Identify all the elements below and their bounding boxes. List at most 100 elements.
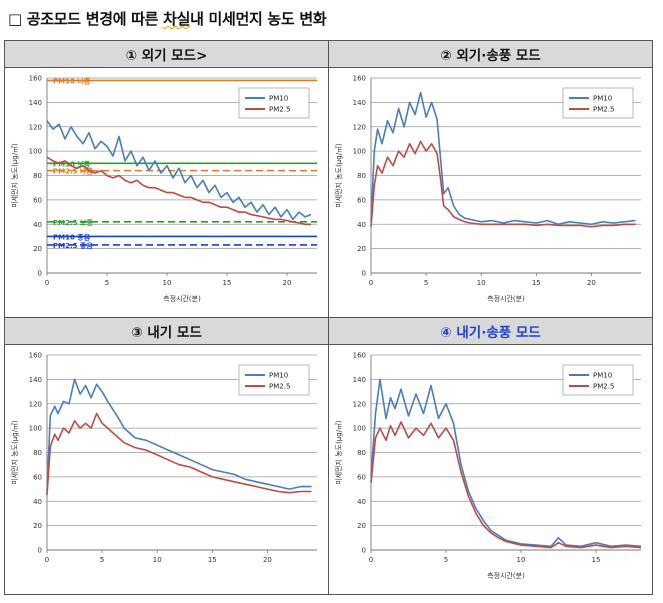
y-tick-label: 40 xyxy=(33,498,42,506)
y-tick-label: 0 xyxy=(362,270,366,278)
chart-outdoor-mode: 0 20 40 60 80 100 120 140 160 0 5 10 15 20 측정시간(분) 미세먼지… xyxy=(10,75,317,303)
y-tick-label: 100 xyxy=(353,148,366,156)
y-tick-label: 40 xyxy=(33,221,42,229)
y-tick-label: 80 xyxy=(357,449,366,457)
x-axis-label: 측정시간(분) xyxy=(487,571,525,580)
legend-box xyxy=(238,365,310,396)
reference-line-label: PM10 보통 xyxy=(53,160,91,169)
x-tick-label: 15 xyxy=(592,556,601,564)
reference-line-label: PM10 좋음 xyxy=(53,233,91,242)
x-tick-label: 20 xyxy=(587,279,596,287)
legend-box xyxy=(562,88,634,119)
y-tick-label: 100 xyxy=(29,148,42,156)
x-tick-label: 10 xyxy=(163,279,172,287)
panel-3-header: ③ 내기 모드 xyxy=(4,316,329,346)
y-tick-label: 160 xyxy=(29,75,42,83)
x-tick-label: 0 xyxy=(45,556,49,564)
x-tick-label: 15 xyxy=(208,556,217,564)
panel-1-header: ① 외기 모드> xyxy=(4,39,329,69)
y-tick-label: 60 xyxy=(33,474,42,482)
panel-2-cell: 0 20 40 60 80 100 120 140 160 0 5 10 15 20 측정시간(분) 미세먼지… xyxy=(328,67,653,318)
y-tick-label: 120 xyxy=(353,124,366,132)
y-tick-label: 40 xyxy=(357,221,366,229)
x-tick-label: 10 xyxy=(153,556,162,564)
y-axis-label: 미세먼지 농도(μg/㎥) xyxy=(334,143,343,208)
y-tick-label: 160 xyxy=(353,352,366,360)
series-line-pm10 xyxy=(46,379,312,493)
y-tick-label: 60 xyxy=(33,197,42,205)
panel-1-cell: 0 20 40 60 80 100 120 140 160 0 5 10 15 20 측정시간(분) 미세먼지… xyxy=(4,67,329,318)
panel-4-header: ④ 내기·송풍 모드 xyxy=(328,316,653,346)
y-tick-label: 40 xyxy=(357,498,366,506)
y-tick-label: 140 xyxy=(29,376,42,384)
series-line-pm10 xyxy=(46,120,312,221)
x-tick-label: 10 xyxy=(477,279,486,287)
x-tick-label: 0 xyxy=(369,556,373,564)
x-tick-label: 10 xyxy=(517,556,526,564)
y-axis-label: 미세먼지 농도(μg/㎥) xyxy=(10,143,19,208)
title-prefix: □ 공조모드 변경에 따른 xyxy=(8,10,164,28)
x-tick-label: 20 xyxy=(283,279,292,287)
y-tick-label: 120 xyxy=(353,401,366,409)
x-tick-label: 15 xyxy=(223,279,232,287)
y-tick-label: 80 xyxy=(33,172,42,180)
reference-line-label: PM2.5 보통 xyxy=(53,218,93,227)
y-tick-label: 0 xyxy=(38,270,42,278)
x-tick-label: 5 xyxy=(444,556,448,564)
series-line-pm25 xyxy=(46,157,311,226)
y-tick-label: 100 xyxy=(29,425,42,433)
series-line-pm25 xyxy=(370,421,642,549)
chart-recirculation-mode: 0 20 40 60 80 100 120 140 160 0 5 10 15 20 미세먼지 농도(μg/… xyxy=(10,352,317,564)
x-axis-label: 측정시간(분) xyxy=(163,294,201,303)
y-tick-label: 0 xyxy=(362,547,366,555)
y-tick-label: 80 xyxy=(33,449,42,457)
series-line-pm25 xyxy=(370,141,636,228)
x-tick-label: 0 xyxy=(369,279,373,287)
chart-outdoor-fan-mode: 0 20 40 60 80 100 120 140 160 0 5 10 15 20 측정시간(분) 미세먼지… xyxy=(334,75,641,303)
x-tick-label: 15 xyxy=(532,279,541,287)
x-tick-label: 5 xyxy=(100,556,104,564)
y-tick-label: 20 xyxy=(33,246,42,254)
y-tick-label: 100 xyxy=(353,425,366,433)
reference-line-label: PM10 나쁨 xyxy=(53,77,91,86)
y-tick-label: 140 xyxy=(353,99,366,107)
legend-label: PM2.5 xyxy=(593,383,614,391)
reference-line-label: PM2.5 좋음 xyxy=(53,241,93,250)
reference-line-label: PM2.5 나쁨 xyxy=(53,167,93,176)
y-tick-label: 160 xyxy=(29,352,42,360)
legend-box xyxy=(238,88,310,119)
legend-label: PM2.5 xyxy=(593,106,614,114)
y-tick-label: 20 xyxy=(357,246,366,254)
legend-label: PM10 xyxy=(269,95,288,103)
y-tick-label: 60 xyxy=(357,197,366,205)
y-axis-label: 미세먼지 농도(μg/㎥) xyxy=(10,420,19,485)
panel-4-cell: 0 20 40 60 80 100 120 140 160 0 5 10 15 측정시간(분) 미세먼지 농… xyxy=(328,344,653,595)
y-tick-label: 60 xyxy=(357,474,366,482)
chart-recirculation-fan-mode: 0 20 40 60 80 100 120 140 160 0 5 10 15 측정시간(분) 미세먼지 농… xyxy=(334,352,642,580)
x-tick-label: 20 xyxy=(263,556,272,564)
legend-box xyxy=(562,365,634,396)
y-tick-label: 160 xyxy=(353,75,366,83)
legend-label: PM2.5 xyxy=(269,383,290,391)
chart-grid: ① 외기 모드> ② 외기·송풍 모드 0 20 40 60 80 100 120 140 16… xyxy=(4,39,653,595)
series-line-pm10 xyxy=(370,379,642,548)
x-axis-label: 측정시간(분) xyxy=(487,294,525,303)
page-title: □ 공조모드 변경에 따른 차실내 미세먼지 농도 변화 xyxy=(8,8,327,29)
y-tick-label: 120 xyxy=(29,401,42,409)
x-tick-label: 5 xyxy=(424,279,428,287)
legend-label: PM10 xyxy=(269,372,288,380)
legend-label: PM10 xyxy=(593,372,612,380)
y-axis-label: 미세먼지 농도(μg/㎥) xyxy=(334,420,343,485)
legend-label: PM2.5 xyxy=(269,106,290,114)
y-tick-label: 140 xyxy=(353,376,366,384)
y-tick-label: 0 xyxy=(38,547,42,555)
title-underlined-word: 차실 xyxy=(163,10,191,28)
x-tick-label: 0 xyxy=(45,279,49,287)
title-suffix: 내 미세먼지 농도 변화 xyxy=(190,10,327,28)
y-tick-label: 80 xyxy=(357,172,366,180)
y-tick-label: 120 xyxy=(29,124,42,132)
y-tick-label: 20 xyxy=(357,523,366,531)
series-line-pm10 xyxy=(370,92,636,226)
y-tick-label: 20 xyxy=(33,523,42,531)
panel-2-header: ② 외기·송풍 모드 xyxy=(328,39,653,69)
